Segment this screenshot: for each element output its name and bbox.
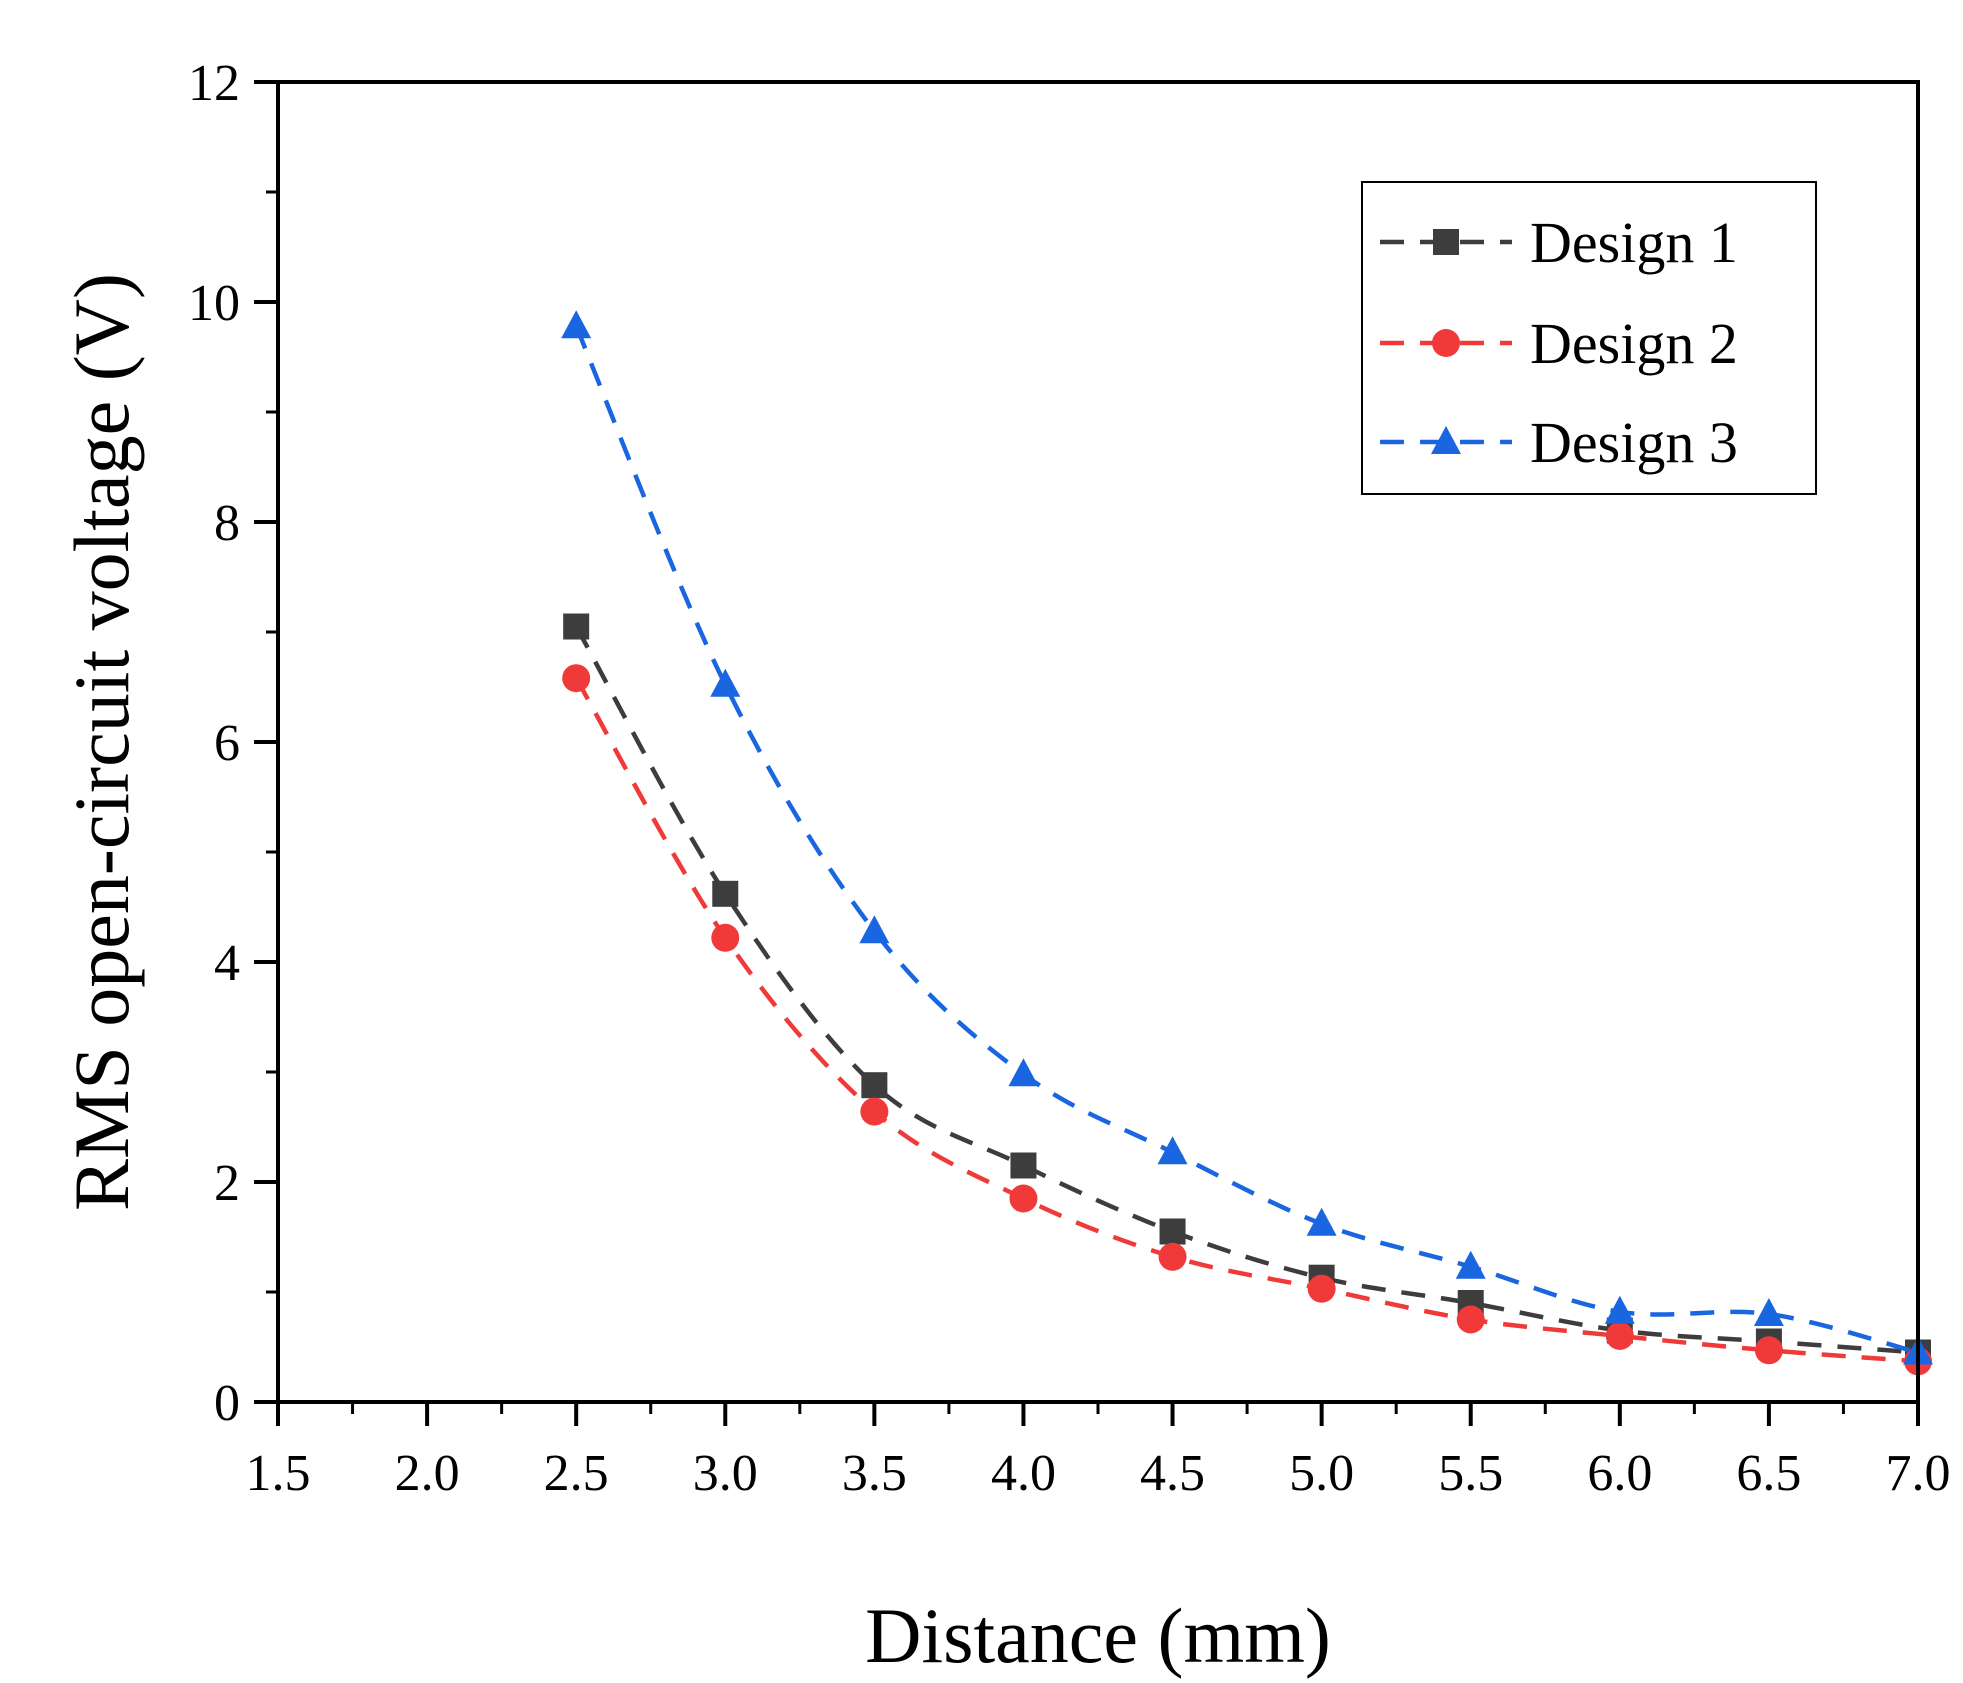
data-point xyxy=(1008,1058,1039,1087)
data-point xyxy=(1009,1184,1038,1213)
series-3 xyxy=(561,310,1933,1365)
x-tick-label: 3.0 xyxy=(693,1445,758,1502)
y-tick-label: 6 xyxy=(214,715,240,772)
x-tick-label: 2.0 xyxy=(395,1445,460,1502)
ticks-layer xyxy=(254,80,1920,1426)
x-tick-label: 7.0 xyxy=(1886,1445,1951,1502)
y-tick-label: 4 xyxy=(214,935,240,992)
data-point xyxy=(1307,1274,1336,1303)
y-tick-label: 12 xyxy=(188,55,240,112)
data-point xyxy=(1157,1136,1188,1165)
legend-marker xyxy=(1431,426,1461,454)
series-1 xyxy=(563,613,1931,1366)
tick-labels: 1.5 2.0 2.5 3.0 3.5 4.0 4.5 5.0 5.5 6.0 6.5 7.0 0 2 4 6… xyxy=(188,55,1951,1502)
data-point xyxy=(1605,1322,1634,1350)
legend-marker xyxy=(1433,229,1459,255)
series-line xyxy=(574,677,1919,1364)
x-tick-label: 4.5 xyxy=(1140,1445,1205,1502)
x-tick-label: 4.0 xyxy=(991,1445,1056,1502)
data-point xyxy=(562,664,591,693)
x-tick-label: 3.5 xyxy=(842,1445,907,1502)
data-point xyxy=(561,310,592,339)
legend-label: Design 2 xyxy=(1530,311,1738,376)
y-tick-label: 0 xyxy=(214,1375,240,1432)
series-layer xyxy=(561,310,1933,1376)
data-point xyxy=(1604,1295,1635,1324)
y-tick-label: 8 xyxy=(214,495,240,552)
legend: Design 1 Design 2 Design 3 xyxy=(1361,181,1817,495)
x-axis-title: Distance (mm) xyxy=(865,1592,1331,1679)
data-point xyxy=(1010,1152,1037,1179)
y-tick-label: 10 xyxy=(188,275,240,332)
data-point xyxy=(563,613,590,640)
legend-label: Design 1 xyxy=(1530,210,1738,275)
x-tick-label: 2.5 xyxy=(544,1445,609,1502)
data-point xyxy=(710,668,741,697)
x-tick-label: 5.0 xyxy=(1289,1445,1354,1502)
data-point xyxy=(1455,1250,1486,1279)
series-2 xyxy=(562,664,1932,1376)
data-point xyxy=(1456,1305,1485,1334)
data-point xyxy=(860,1097,889,1126)
data-point xyxy=(1753,1298,1784,1326)
legend-label: Design 3 xyxy=(1530,410,1738,475)
x-tick-label: 1.5 xyxy=(246,1445,311,1502)
data-point xyxy=(1158,1242,1187,1271)
data-point xyxy=(861,1072,888,1099)
data-point xyxy=(1306,1207,1337,1236)
data-point xyxy=(711,923,740,952)
y-axis-title: RMS open-circuit voltage (V) xyxy=(58,273,145,1211)
y-tick-label: 2 xyxy=(214,1155,240,1212)
x-tick-label: 6.0 xyxy=(1587,1445,1652,1502)
data-point xyxy=(712,880,739,907)
series-line xyxy=(574,625,1919,1355)
x-tick-label: 6.5 xyxy=(1736,1445,1801,1502)
data-point xyxy=(1159,1218,1186,1245)
x-tick-label: 5.5 xyxy=(1438,1445,1503,1502)
legend-marker xyxy=(1432,329,1460,357)
data-point xyxy=(1754,1336,1783,1365)
data-point xyxy=(859,915,890,944)
